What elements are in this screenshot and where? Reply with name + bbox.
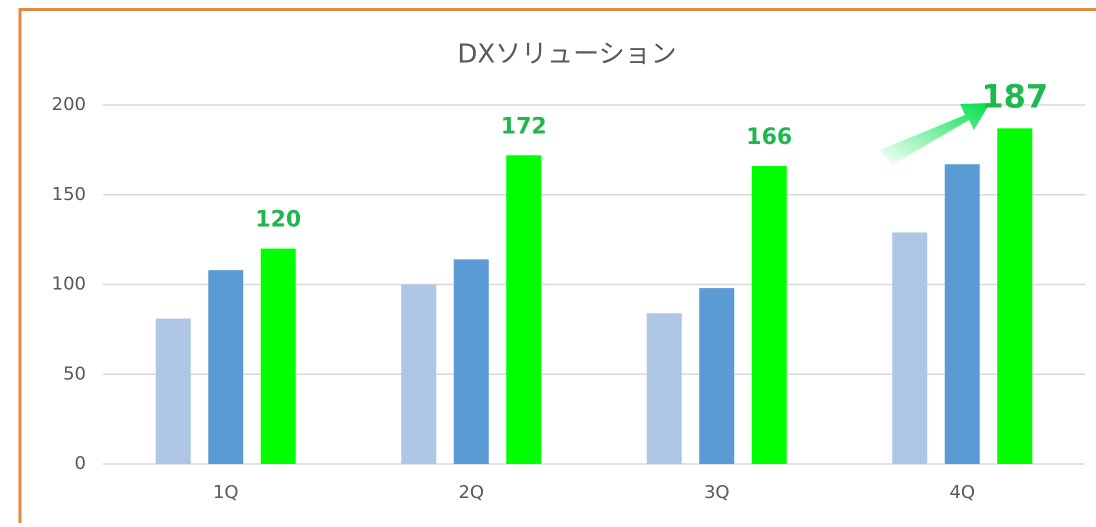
x-tick-label: 2Q [458,482,484,503]
frame-border [18,8,1096,523]
bar [699,288,735,464]
bar [892,232,928,464]
x-tick-label: 4Q [949,482,975,503]
data-label: 120 [255,208,301,233]
y-tick-label: 150 [52,184,86,205]
bar [401,284,437,464]
y-tick-label: 100 [52,274,86,295]
data-label: 172 [501,114,547,139]
growth-arrow [880,103,990,165]
bar [646,313,682,464]
labels: 1Q 120 2Q 172 3Q 166 4Q 187 [213,77,1048,503]
bar [997,128,1033,464]
bar [944,164,980,465]
bar [506,155,542,464]
chart-title: DXソリューション [457,40,676,70]
bar [260,248,296,464]
bar [453,259,489,464]
data-label: 187 [981,77,1048,115]
y-tick-label: 200 [52,94,86,115]
data-label: 166 [746,125,792,150]
bar [751,166,787,464]
bar [208,270,244,464]
x-tick-label: 3Q [704,482,730,503]
bars [155,128,1033,465]
x-tick-label: 1Q [213,482,239,503]
y-tick-label: 50 [63,363,86,384]
y-tick-label: 0 [75,453,86,474]
bar [155,318,191,464]
